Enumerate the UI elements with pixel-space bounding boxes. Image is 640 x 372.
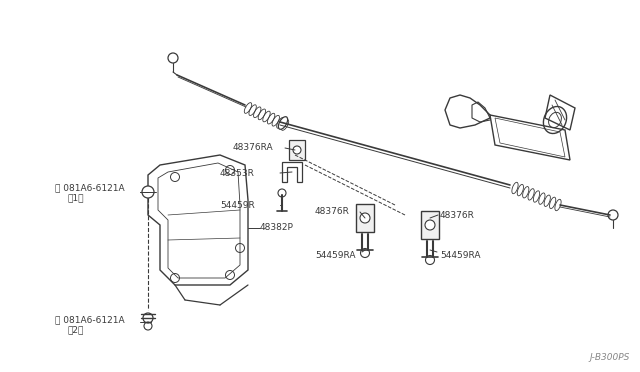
Polygon shape — [356, 204, 374, 232]
Polygon shape — [421, 211, 439, 239]
Polygon shape — [289, 140, 305, 160]
Circle shape — [425, 220, 435, 230]
Circle shape — [360, 213, 370, 223]
Text: （1）: （1） — [68, 193, 84, 202]
Text: 48376R: 48376R — [315, 208, 350, 217]
Text: 48376R: 48376R — [440, 211, 475, 219]
Text: J-B300PS: J-B300PS — [589, 353, 630, 362]
Text: Ⓑ 081A6-6121A: Ⓑ 081A6-6121A — [55, 315, 125, 324]
Ellipse shape — [278, 117, 287, 129]
Text: 48382P: 48382P — [260, 224, 294, 232]
Circle shape — [278, 189, 286, 197]
Text: 54459R: 54459R — [220, 201, 255, 209]
Text: Ⓑ 081A6-6121A: Ⓑ 081A6-6121A — [55, 183, 125, 192]
Text: 54459RA: 54459RA — [440, 250, 481, 260]
Circle shape — [142, 186, 154, 198]
Text: 48376RA: 48376RA — [233, 144, 274, 153]
Text: 48353R: 48353R — [220, 169, 255, 177]
Text: 54459RA: 54459RA — [315, 250, 355, 260]
Circle shape — [293, 146, 301, 154]
Text: （2）: （2） — [68, 326, 84, 334]
